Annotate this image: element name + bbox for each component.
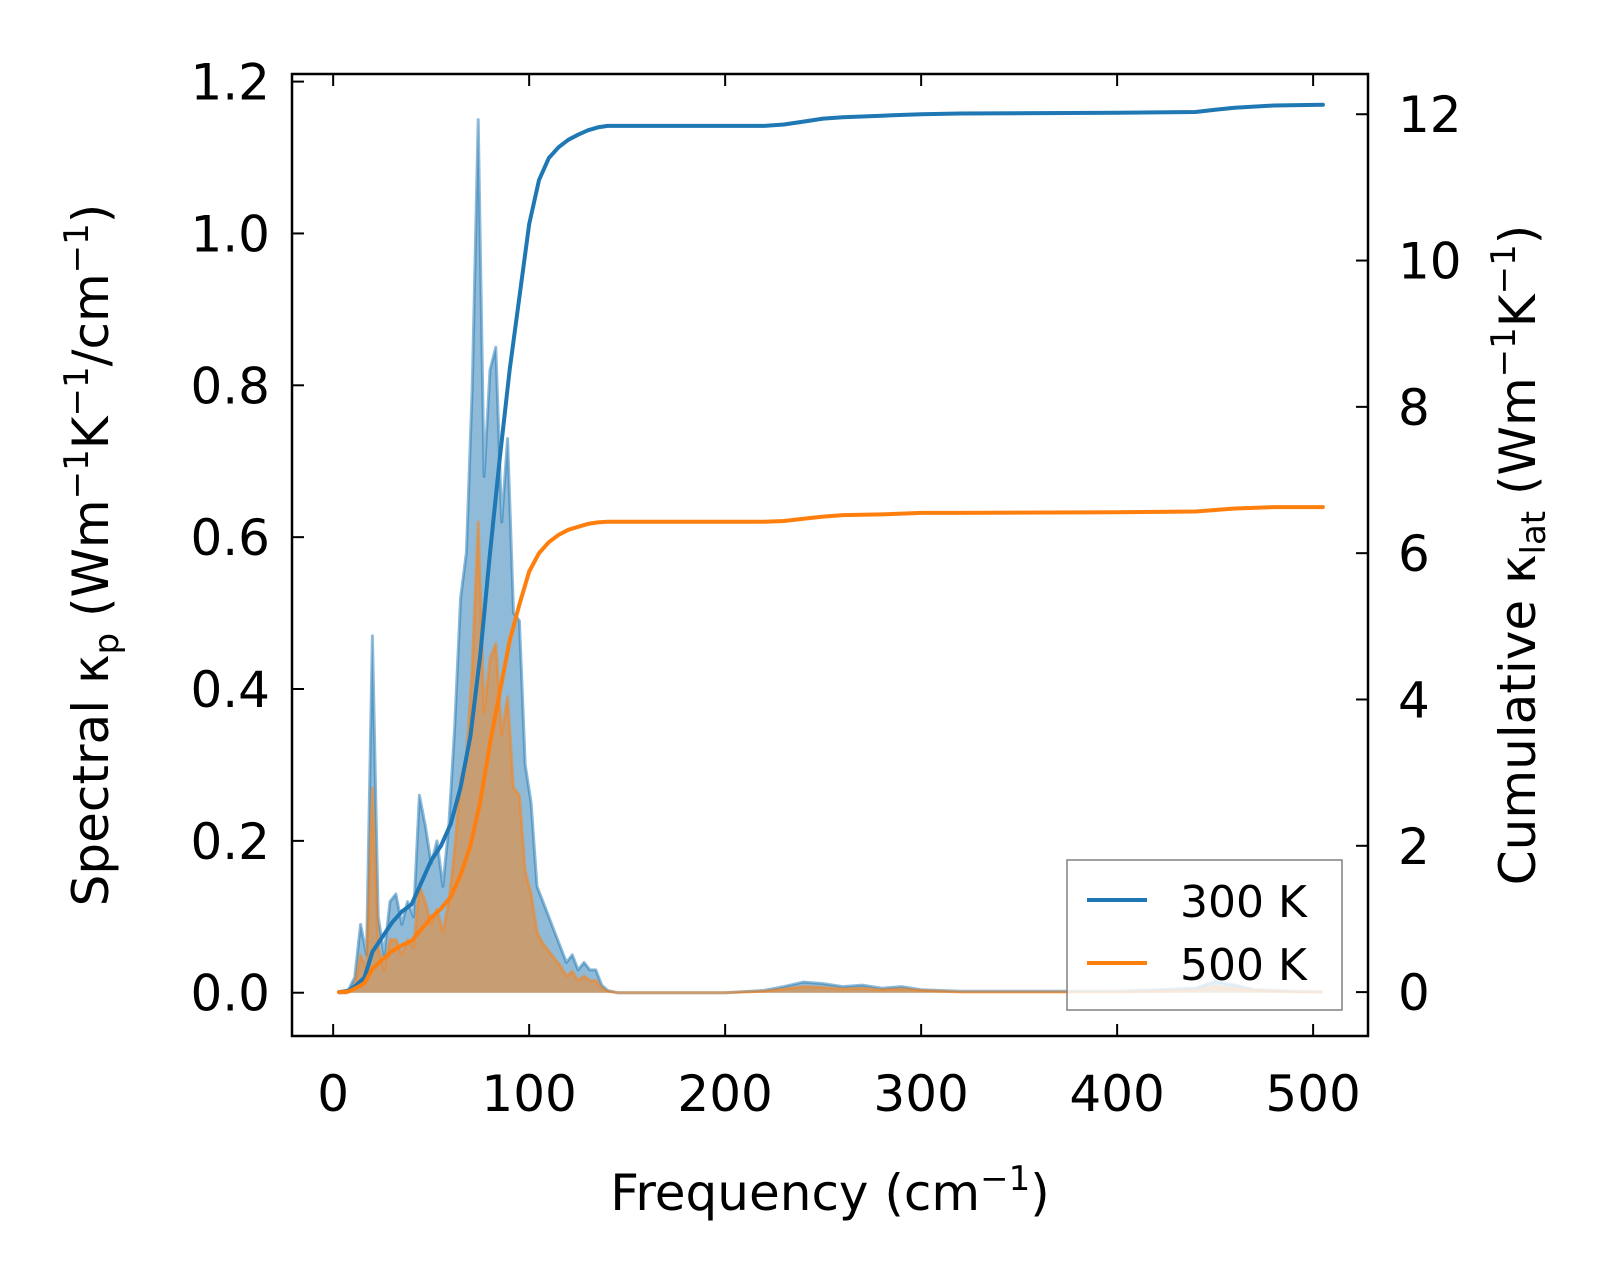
y-left-tick-label: 0.8 xyxy=(190,357,270,415)
x-axis-label-sup: −1 xyxy=(980,1159,1030,1199)
legend-label-500k: 500 K xyxy=(1180,940,1308,991)
y-right-mid1: (Wm xyxy=(1489,377,1547,511)
x-tick-label: 0 xyxy=(317,1065,349,1123)
plot-frame xyxy=(290,72,1370,1038)
y-right-tick-label: 6 xyxy=(1398,525,1430,583)
y-right-sup2: −1 xyxy=(1484,244,1524,294)
y-left-tick-label: 0.2 xyxy=(190,813,270,871)
y-left-post: ) xyxy=(62,204,120,224)
legend: 300 K 500 K xyxy=(1066,859,1343,1011)
legend-box xyxy=(1066,859,1343,1011)
y-right-tick-label: 0 xyxy=(1398,964,1430,1022)
y-left-sup1: −1 xyxy=(57,449,97,499)
x-tick-label: 200 xyxy=(677,1065,772,1123)
tick-layer: 0 100 200 300 400 500 0.0 0.2 0.4 0.6 0.8 1.0 1.2 0 2 4… xyxy=(190,54,1461,1123)
y-left-tick-label: 1.2 xyxy=(190,54,270,112)
y-left-tick-label: 0.6 xyxy=(190,509,270,567)
y-left-pre: Spectral κ xyxy=(62,655,120,907)
x-tick-label: 100 xyxy=(481,1065,576,1123)
y-right-post: ) xyxy=(1489,225,1547,245)
y-right-sup1: −1 xyxy=(1484,327,1524,377)
y-left-sup2: −1 xyxy=(57,366,97,416)
y-left-tick-label: 0.0 xyxy=(190,965,270,1023)
y-right-tick-label: 10 xyxy=(1398,233,1462,291)
x-tick-label: 300 xyxy=(873,1065,968,1123)
y-right-tick-label: 12 xyxy=(1398,86,1462,144)
y-right-tick-label: 8 xyxy=(1398,379,1430,437)
y-left-mid2: K xyxy=(62,415,120,449)
x-tick-label: 500 xyxy=(1265,1065,1360,1123)
legend-label-300k: 300 K xyxy=(1180,877,1308,928)
y-right-tick-label: 4 xyxy=(1398,671,1430,729)
x-axis-label: Frequency (cm−1) xyxy=(610,1159,1050,1222)
x-tick-label: 400 xyxy=(1069,1065,1164,1123)
y-right-mid2: K xyxy=(1489,293,1547,327)
spectral-edge-500k xyxy=(339,520,1323,995)
x-axis-label-main: Frequency (cm xyxy=(610,1164,980,1222)
y-right-tick-label: 2 xyxy=(1398,818,1430,876)
cumulative-line-300k xyxy=(337,102,1325,995)
y-left-sup3: −1 xyxy=(57,223,97,273)
y-right-sub: lat xyxy=(1514,511,1554,555)
x-axis-label-end: ) xyxy=(1030,1164,1050,1222)
y-left-tick-label: 0.4 xyxy=(190,661,270,719)
y-left-mid1: (Wm xyxy=(62,499,120,633)
y-right-pre: Cumulative κ xyxy=(1489,554,1547,885)
y-left-mid3: /cm xyxy=(62,273,120,366)
series-layer xyxy=(337,102,1325,995)
y-axis-label-right: Cumulative κlat (Wm−1K−1) xyxy=(1484,225,1554,885)
spectral-area-500k xyxy=(339,522,1323,993)
y-left-sub: p xyxy=(87,633,127,655)
y-left-tick-label: 1.0 xyxy=(190,205,270,263)
cumulative-line-500k xyxy=(337,505,1325,995)
y-axis-label-left: Spectral κp (Wm−1K−1/cm−1) xyxy=(57,204,127,907)
spectral-area-300k xyxy=(339,119,1323,993)
